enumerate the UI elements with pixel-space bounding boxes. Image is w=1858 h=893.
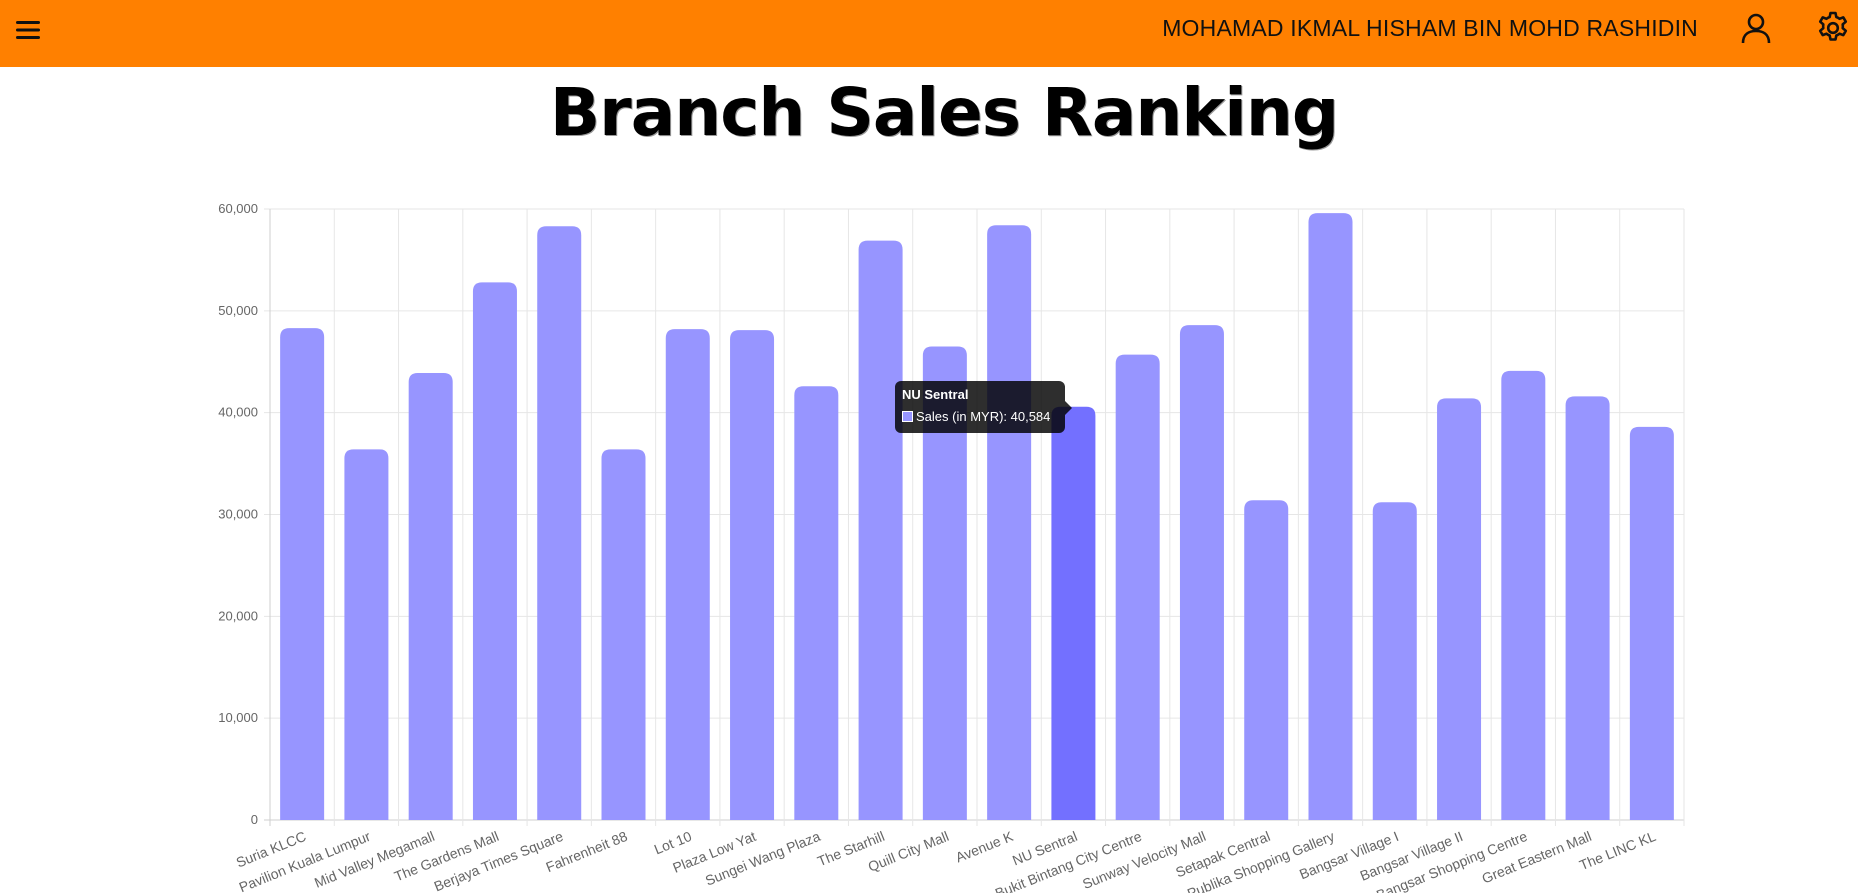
bar — [537, 226, 582, 821]
x-tick-label: Avenue K — [953, 828, 1016, 866]
y-tick-label: 40,000 — [218, 405, 258, 420]
bar — [601, 449, 646, 820]
x-tick-label: Sungei Wang Plaza — [703, 828, 823, 889]
bar — [1501, 370, 1546, 820]
bar — [665, 329, 710, 820]
bar — [858, 240, 903, 820]
y-tick-label: 50,000 — [218, 303, 258, 318]
bar — [1244, 500, 1289, 820]
bar — [1051, 406, 1096, 820]
bar — [1565, 396, 1610, 820]
bar — [1629, 426, 1674, 820]
bar — [987, 225, 1032, 820]
y-tick-label: 30,000 — [218, 507, 258, 522]
bar — [794, 386, 839, 820]
bar — [1179, 325, 1224, 820]
user-profile-icon[interactable] — [1738, 10, 1774, 46]
y-tick-label: 20,000 — [218, 608, 258, 623]
chart-tooltip: NU Sentral Sales (in MYR): 40,584 — [895, 381, 1072, 433]
bar — [922, 346, 967, 820]
tooltip-color-swatch — [902, 411, 913, 422]
bar — [344, 449, 389, 820]
tooltip-label: Sales (in MYR): 40,584 — [916, 409, 1051, 424]
hamburger-menu-icon[interactable] — [12, 14, 44, 46]
bar — [1308, 213, 1353, 820]
y-tick-label: 0 — [251, 812, 258, 827]
tooltip-row: Sales (in MYR): 40,584 — [902, 409, 1050, 424]
bar — [1115, 354, 1160, 820]
user-name: MOHAMAD IKMAL HISHAM BIN MOHD RASHIDIN — [1162, 15, 1698, 41]
bar — [408, 372, 453, 820]
bar — [1437, 398, 1482, 820]
y-tick-label: 60,000 — [218, 201, 258, 216]
bar — [730, 330, 775, 820]
bar — [280, 328, 325, 820]
x-tick-label: Great Eastern Mall — [1480, 828, 1594, 887]
y-tick-label: 10,000 — [218, 710, 258, 725]
bar — [472, 282, 517, 820]
top-app-bar: MOHAMAD IKMAL HISHAM BIN MOHD RASHIDIN — [0, 0, 1858, 67]
bar — [1372, 502, 1417, 820]
gear-icon[interactable] — [1815, 10, 1851, 46]
page-title: Branch Sales Ranking — [549, 74, 1339, 151]
tooltip-title: NU Sentral — [902, 387, 969, 402]
